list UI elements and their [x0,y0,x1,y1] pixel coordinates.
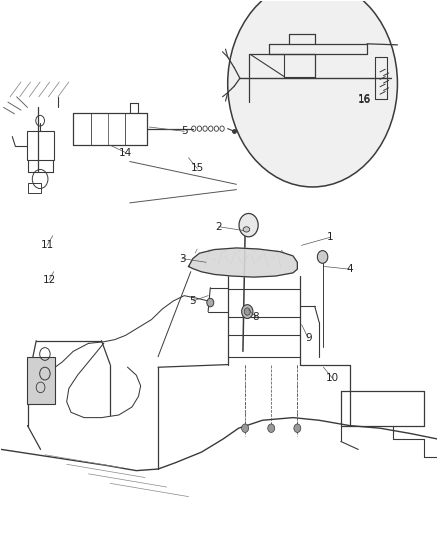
Text: 2: 2 [215,222,223,232]
Text: 10: 10 [325,373,339,383]
Text: 1: 1 [327,232,333,243]
Bar [27,357,55,405]
Circle shape [228,0,397,187]
Bar [28,183,42,193]
Text: 4: 4 [346,264,353,274]
Text: 12: 12 [42,274,56,285]
Circle shape [294,424,301,432]
Circle shape [244,308,251,316]
Bar [27,131,53,160]
Text: 16: 16 [358,95,371,105]
Text: 15: 15 [191,164,204,173]
Text: 3: 3 [179,254,185,263]
Text: 5: 5 [190,296,196,306]
Polygon shape [188,248,297,277]
Text: 8: 8 [253,312,259,322]
Circle shape [207,298,214,307]
Ellipse shape [243,227,250,232]
Circle shape [242,424,249,432]
Text: 5: 5 [181,126,187,136]
Circle shape [318,251,328,263]
Text: 16: 16 [358,94,371,104]
Text: 11: 11 [40,240,54,251]
Circle shape [242,305,253,318]
Text: 14: 14 [119,148,132,158]
Text: 9: 9 [305,333,311,343]
Circle shape [268,424,275,432]
Circle shape [239,214,258,237]
